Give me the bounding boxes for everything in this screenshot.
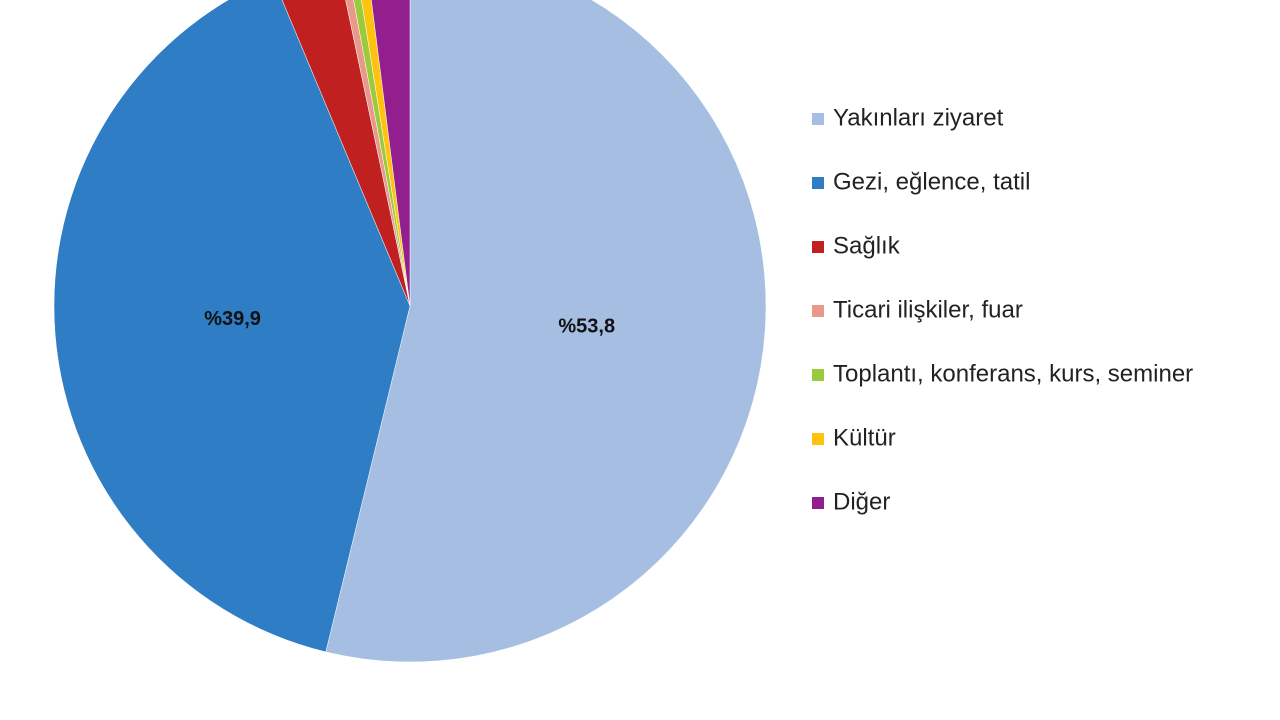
legend-swatch <box>812 433 824 445</box>
legend-label: Diğer <box>833 488 890 515</box>
legend-label: Ticari ilişkiler, fuar <box>833 296 1023 323</box>
legend-label: Gezi, eğlence, tatil <box>833 168 1030 195</box>
pie-slice <box>53 0 411 653</box>
legend-swatch <box>812 369 824 381</box>
legend-swatch <box>812 497 824 509</box>
legend-label: Toplantı, konferans, kurs, seminer <box>833 360 1193 387</box>
pie-slice <box>325 0 767 663</box>
legend-label: Yakınları ziyaret <box>833 104 1004 131</box>
value-label: %53,8 <box>558 315 615 337</box>
value-label: %39,9 <box>204 308 261 330</box>
legend-swatch <box>812 241 824 253</box>
pie-slice <box>371 0 411 307</box>
pie-slice <box>353 0 411 307</box>
pie-slice <box>281 0 411 307</box>
pie-slice <box>345 0 411 307</box>
legend-swatch <box>812 305 824 317</box>
legend-swatch <box>812 113 824 125</box>
legend-swatch <box>812 177 824 189</box>
legend-label: Sağlık <box>833 232 901 259</box>
legend-label: Kültür <box>833 424 896 451</box>
